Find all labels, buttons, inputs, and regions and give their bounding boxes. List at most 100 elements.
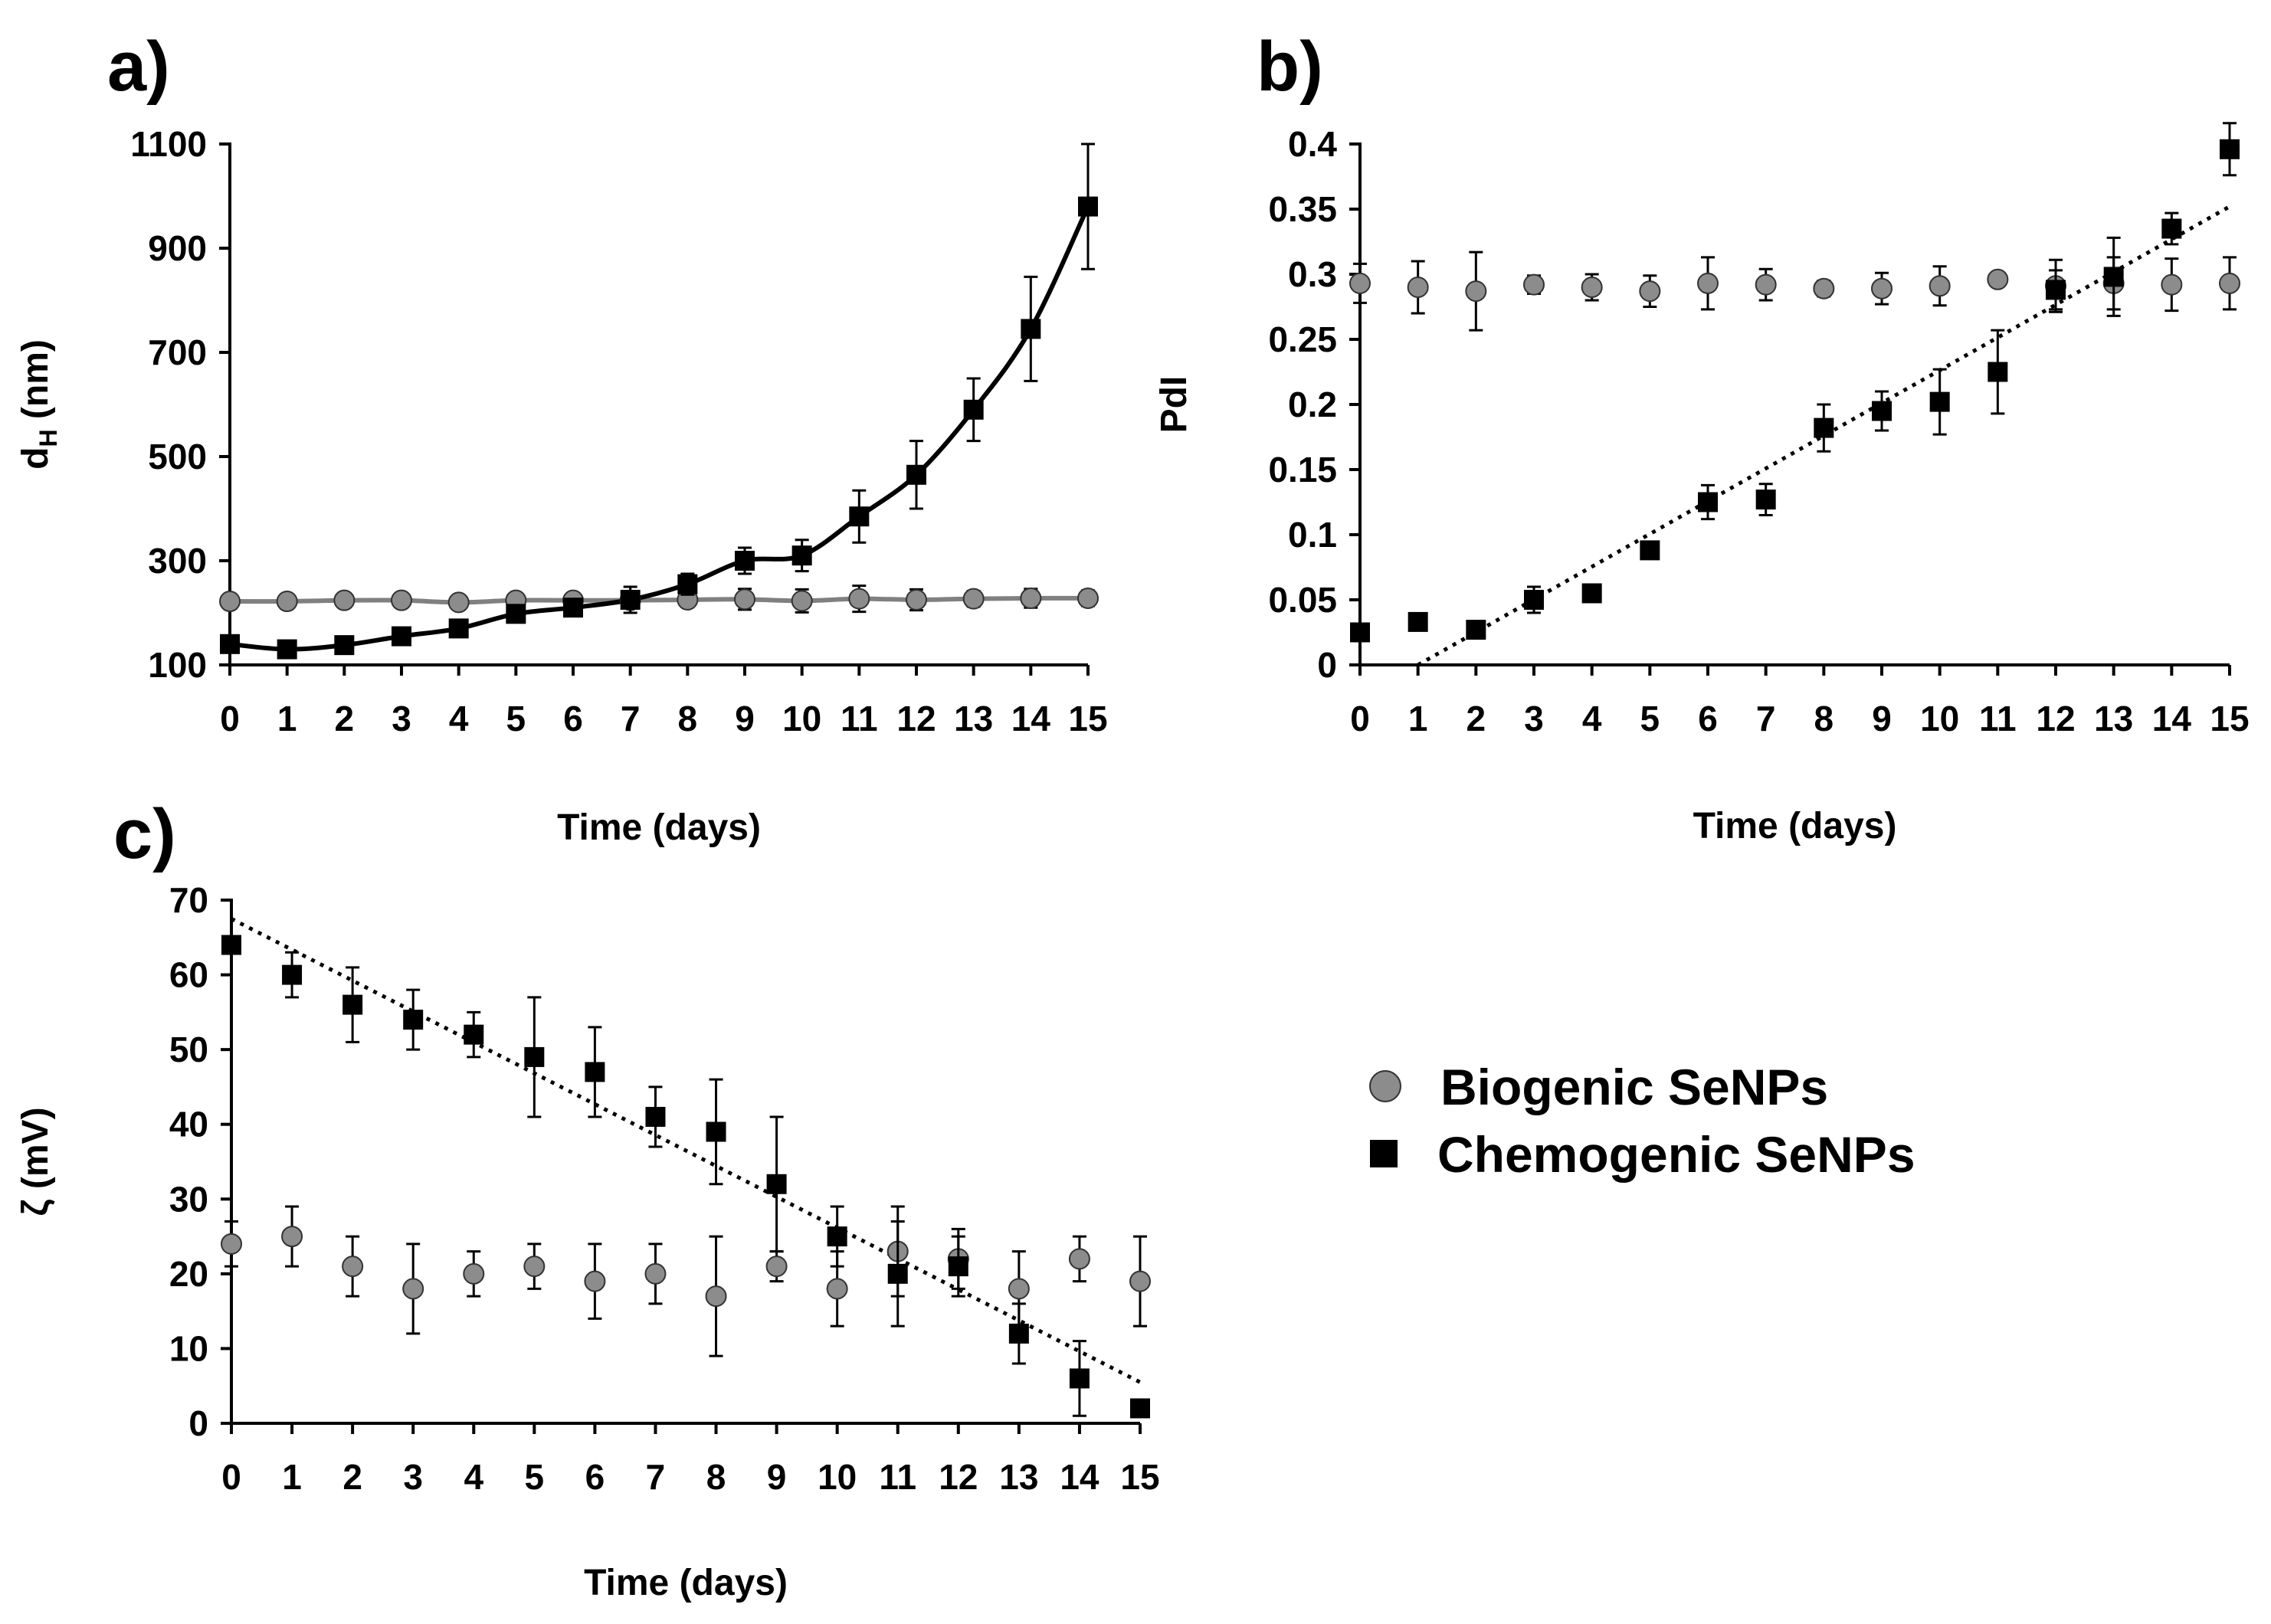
data-point-chemogenic — [282, 964, 303, 985]
data-point-biogenic — [523, 1256, 546, 1278]
x-axis-title: Time (days) — [1693, 806, 1897, 846]
legend: Biogenic SeNPs Chemogenic SeNPs — [1369, 1059, 1915, 1183]
data-point-biogenic — [391, 589, 412, 611]
y-tick-label: 40 — [169, 1105, 208, 1144]
panel-label: c) — [113, 795, 176, 873]
data-point-biogenic — [705, 1285, 727, 1308]
data-point-biogenic — [1407, 277, 1429, 298]
data-point-biogenic — [1465, 280, 1487, 303]
data-point-chemogenic — [524, 1046, 545, 1067]
data-point-chemogenic — [849, 506, 870, 527]
data-point-chemogenic — [766, 1174, 787, 1194]
x-tick-label: 1 — [282, 1457, 302, 1497]
data-point-biogenic — [2219, 272, 2240, 294]
data-point-biogenic — [1697, 272, 1719, 294]
y-axis-title-unit: (nm) — [15, 339, 56, 429]
panel-label: b) — [1257, 28, 1323, 106]
x-tick-label: 3 — [1524, 699, 1544, 738]
data-point-chemogenic — [1988, 362, 2008, 382]
y-tick-label: 0.05 — [1268, 580, 1337, 620]
x-tick-label: 6 — [563, 699, 583, 738]
x-tick-label: 4 — [449, 699, 469, 738]
x-tick-label: 10 — [1920, 699, 1959, 738]
data-point-biogenic — [276, 591, 298, 613]
data-point-biogenic — [584, 1270, 606, 1292]
trendline-chemogenic — [230, 917, 1142, 1384]
x-tick-label: 8 — [678, 699, 698, 738]
x-tick-label: 8 — [1814, 699, 1834, 738]
panel-a: a)0 1 2 3 4 5 6 7 8 9 10 11 12 13 14 151003005007009001… — [15, 28, 1108, 848]
y-axis-title-sub: H — [34, 429, 62, 447]
data-point-biogenic — [2161, 273, 2183, 296]
data-point-chemogenic — [2161, 218, 2182, 239]
data-point-chemogenic — [2046, 280, 2066, 300]
data-point-biogenic — [1581, 277, 1603, 298]
data-point-biogenic — [1068, 1248, 1090, 1270]
data-point-chemogenic — [1640, 540, 1660, 561]
data-point-chemogenic — [645, 1106, 666, 1127]
x-axis-title: Time (days) — [557, 807, 761, 848]
data-point-biogenic — [848, 588, 870, 610]
y-axis-title: PdI — [1154, 376, 1194, 434]
data-point-chemogenic — [392, 626, 411, 647]
x-tick-label: 12 — [2036, 699, 2075, 738]
panel-b: b)0 1 2 3 4 5 6 7 8 9 10 11 12 13 14 1500.050.10.150.20… — [1154, 28, 2250, 846]
data-point-biogenic — [447, 591, 470, 614]
data-point-biogenic — [463, 1262, 485, 1285]
data-point-chemogenic — [677, 574, 698, 594]
data-point-chemogenic — [1466, 620, 1486, 640]
data-point-chemogenic — [1698, 492, 1718, 512]
x-tick-label: 1 — [1408, 699, 1428, 738]
x-tick-label: 2 — [1466, 699, 1486, 738]
data-point-biogenic — [906, 589, 927, 611]
data-point-chemogenic — [1524, 590, 1544, 610]
x-tick-label: 11 — [841, 699, 878, 738]
x-tick-label: 13 — [954, 699, 993, 738]
x-tick-label: 9 — [767, 1457, 787, 1497]
data-point-chemogenic — [2220, 139, 2240, 159]
x-tick-label: 15 — [2210, 699, 2249, 738]
data-point-chemogenic — [220, 634, 240, 654]
y-tick-label: 10 — [169, 1328, 208, 1368]
data-point-biogenic — [962, 588, 985, 610]
data-point-biogenic — [333, 589, 356, 611]
y-axis-title-main: d — [15, 447, 56, 470]
x-tick-label: 5 — [525, 1457, 545, 1497]
y-tick-label: 0.2 — [1288, 385, 1337, 424]
x-tick-label: 14 — [1060, 1457, 1099, 1497]
x-tick-label: 5 — [1640, 699, 1660, 738]
data-point-chemogenic — [706, 1121, 726, 1142]
legend-biogenic-marker — [1369, 1070, 1401, 1102]
x-tick-label: 4 — [464, 1457, 483, 1497]
data-point-biogenic — [1639, 280, 1661, 303]
x-tick-label: 0 — [1350, 699, 1370, 738]
data-point-chemogenic — [1872, 401, 1892, 421]
x-tick-label: 15 — [1068, 699, 1107, 738]
x-tick-label: 4 — [1582, 699, 1602, 738]
x-tick-label: 15 — [1120, 1457, 1159, 1497]
series-line-biogenic — [229, 595, 1089, 605]
data-point-biogenic — [1020, 587, 1042, 609]
series-line-chemogenic — [229, 205, 1090, 652]
y-tick-label: 0.1 — [1288, 515, 1337, 555]
data-point-chemogenic — [906, 464, 926, 485]
y-tick-label: 500 — [148, 437, 207, 476]
y-tick-label: 30 — [169, 1179, 208, 1219]
y-tick-label: 0.4 — [1288, 124, 1337, 164]
data-point-chemogenic — [585, 1062, 605, 1082]
data-point-chemogenic — [506, 604, 526, 624]
data-point-chemogenic — [403, 1010, 424, 1030]
data-point-chemogenic — [342, 994, 363, 1015]
x-tick-label: 12 — [896, 699, 936, 738]
x-tick-label: 1 — [277, 699, 297, 738]
data-point-biogenic — [281, 1226, 303, 1248]
y-tick-label: 100 — [148, 645, 207, 685]
x-tick-label: 2 — [342, 1457, 362, 1497]
data-point-biogenic — [1077, 587, 1099, 609]
data-point-biogenic — [734, 588, 755, 611]
data-point-chemogenic — [620, 590, 641, 610]
x-axis-title: Time (days) — [584, 1563, 788, 1603]
data-point-biogenic — [1755, 273, 1777, 296]
data-point-biogenic — [765, 1256, 788, 1278]
x-tick-label: 14 — [2152, 699, 2192, 738]
